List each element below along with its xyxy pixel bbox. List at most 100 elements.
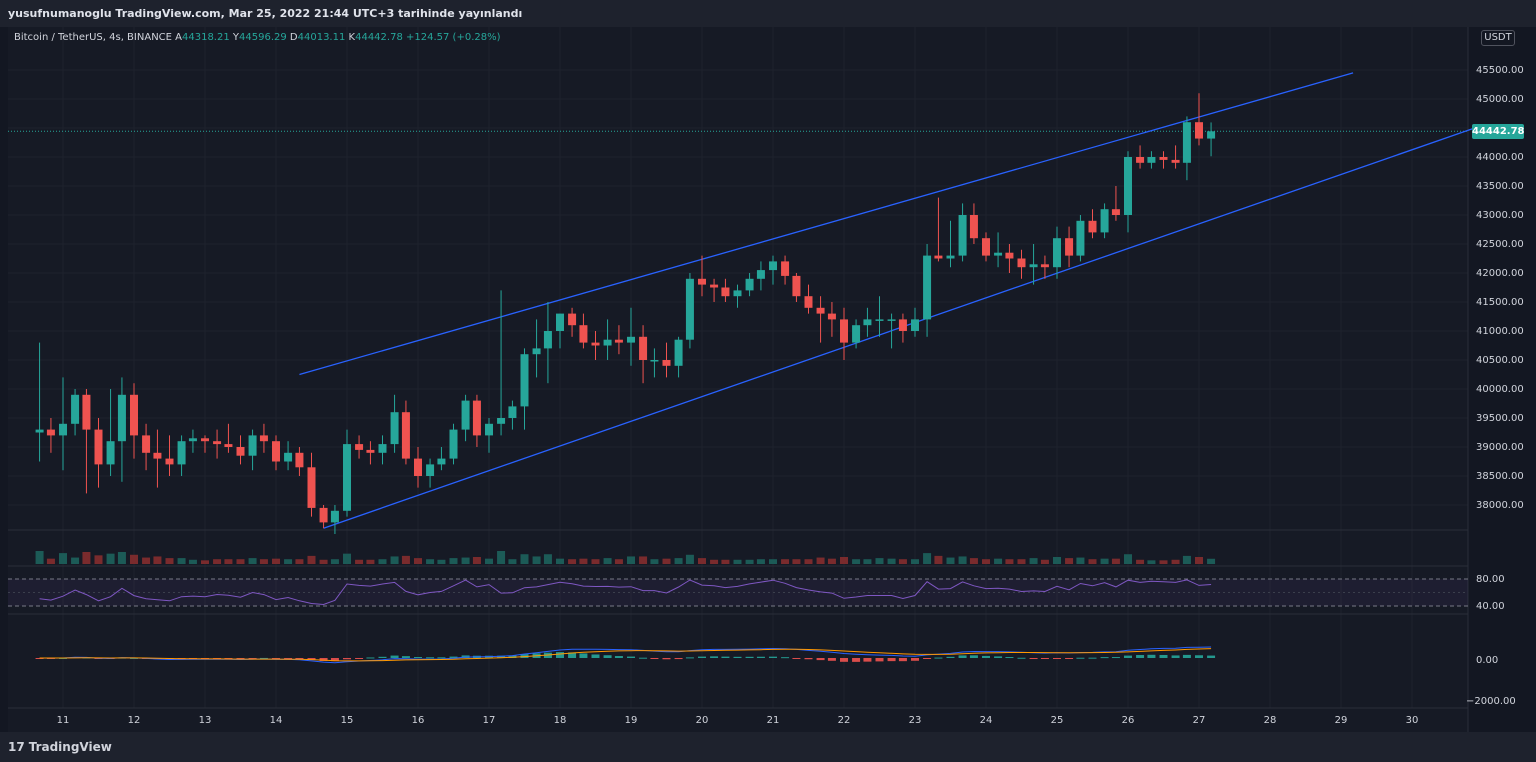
volume-bar (82, 552, 91, 564)
macd-histogram (437, 657, 446, 659)
candle (153, 429, 162, 488)
macd-histogram (840, 658, 848, 662)
volume-bar (887, 558, 896, 564)
candle-body (1171, 159, 1180, 163)
candle-body (259, 435, 268, 442)
candle (1111, 186, 1120, 221)
macd-histogram (982, 655, 990, 658)
candle-body (756, 270, 765, 279)
macd-histogram (1195, 655, 1203, 658)
macd-signal-line (39, 648, 1212, 662)
macd-histogram (1147, 654, 1156, 658)
candle (1040, 255, 1049, 279)
volume-bar (650, 559, 659, 564)
macd-histogram (969, 655, 978, 658)
candle (898, 313, 907, 343)
volume-bar (295, 559, 304, 564)
candle (614, 325, 623, 355)
candle-body (556, 313, 564, 331)
candle-body (650, 360, 659, 362)
price-tick: 40500.00 (1476, 355, 1524, 366)
volume-bar (1017, 559, 1026, 564)
macd-histogram (579, 653, 588, 658)
candle (1182, 116, 1191, 181)
time-tick: 18 (554, 715, 567, 726)
candle (1076, 215, 1085, 262)
macd-histogram (816, 658, 825, 661)
candle (733, 284, 742, 308)
time-tick: 23 (909, 715, 922, 726)
candle (307, 452, 316, 517)
candle-body (614, 339, 623, 343)
currency-unit-button[interactable]: USDT (1481, 30, 1515, 46)
macd-histogram (745, 656, 754, 658)
macd-histogram (639, 657, 648, 659)
volume-bar (1171, 559, 1180, 564)
volume-bar (319, 559, 328, 564)
macd-histogram (1053, 658, 1061, 659)
volume-bar (224, 559, 233, 564)
publish-info: yusufnumanoglu TradingView.com, Mar 25, … (8, 7, 523, 20)
candle-body (827, 313, 836, 320)
volume-bar (958, 556, 967, 564)
candle-body (497, 418, 506, 424)
candle (769, 255, 777, 285)
volume-bar (852, 559, 861, 564)
candle (94, 418, 103, 488)
volume-bar (591, 559, 600, 564)
candle (59, 377, 67, 471)
time-tick: 25 (1051, 715, 1064, 726)
rsi-axis: 80.00 40.00 (1476, 574, 1505, 612)
macd-line (39, 646, 1212, 664)
volume-bar (520, 554, 529, 564)
volume-bar (662, 558, 671, 564)
candle (1124, 151, 1132, 233)
candle-body (355, 444, 364, 450)
candle (627, 307, 635, 366)
candle-body (366, 449, 375, 453)
candle-body (1100, 209, 1109, 233)
macd-histogram (556, 652, 564, 658)
candle-body (224, 444, 233, 447)
open-value: 44318.21 (182, 32, 230, 43)
volume-bar (840, 557, 848, 564)
price-axis: 45500.00 45000.00 44000.00 43500.00 43000.00… (1476, 65, 1524, 511)
candles (35, 93, 1216, 534)
volume-bar (177, 558, 186, 564)
candle (449, 423, 458, 465)
candle-body (568, 313, 577, 326)
candle (224, 423, 233, 453)
time-tick: 15 (341, 715, 354, 726)
macd-histogram (390, 655, 399, 658)
candle-body (969, 215, 978, 239)
macd-histogram (627, 656, 635, 658)
macd-histogram (1207, 655, 1216, 658)
volume-bar (1182, 555, 1191, 564)
volume-bar (390, 556, 399, 564)
candle (472, 394, 481, 447)
macd-histogram (378, 656, 387, 658)
candle (650, 348, 659, 378)
candle-body (1159, 157, 1168, 160)
candle-body (248, 435, 257, 456)
candle-body (94, 429, 103, 465)
candle (685, 273, 694, 349)
candle (923, 244, 932, 337)
time-tick: 27 (1193, 715, 1206, 726)
volume-bar (603, 558, 612, 564)
candle-body (272, 441, 280, 462)
candle (816, 296, 825, 343)
macd-panel (35, 646, 1216, 664)
volume-bar (745, 559, 754, 564)
candle (188, 429, 197, 453)
candle (911, 307, 919, 337)
candle (1029, 244, 1038, 285)
time-tick: 24 (980, 715, 993, 726)
channel-lines (299, 72, 1484, 529)
tradingview-logo[interactable]: 17 TradingView (8, 740, 112, 754)
macd-histogram (426, 657, 435, 659)
volume-bar (969, 558, 978, 564)
candle (142, 423, 151, 471)
macd-histogram (1182, 654, 1191, 658)
volume-bar (816, 557, 825, 564)
